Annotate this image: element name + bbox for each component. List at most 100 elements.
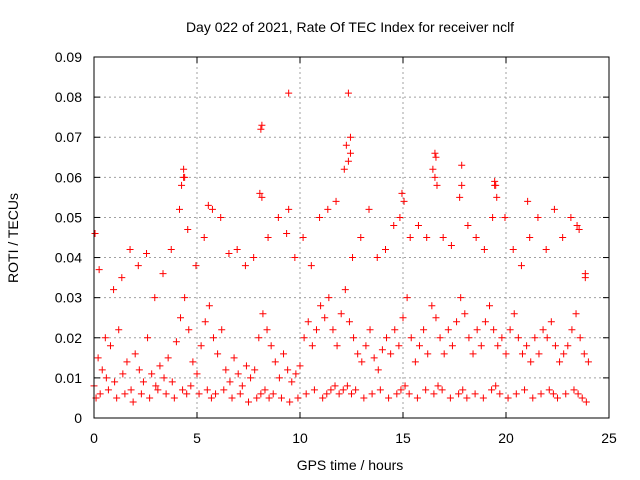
data-point <box>431 149 439 157</box>
data-point <box>472 234 480 241</box>
data-point <box>447 242 455 250</box>
data-point <box>250 254 258 262</box>
data-point <box>559 234 567 241</box>
data-point <box>126 246 134 254</box>
data-point <box>453 318 461 326</box>
data-point <box>432 314 440 322</box>
data-point <box>170 394 178 402</box>
x-tick-label: 20 <box>498 430 514 446</box>
data-point <box>573 221 581 229</box>
data-point <box>362 342 370 350</box>
data-point <box>575 225 583 233</box>
data-point <box>180 165 188 173</box>
data-point <box>162 390 170 398</box>
data-point <box>316 213 324 221</box>
data-point <box>342 141 350 149</box>
data-point <box>271 358 279 366</box>
data-point <box>106 342 114 350</box>
data-point <box>489 213 497 221</box>
data-point <box>119 370 127 378</box>
data-point <box>374 366 382 374</box>
data-point <box>192 262 200 270</box>
data-point <box>255 334 263 342</box>
data-point <box>151 294 159 302</box>
data-point <box>545 386 553 394</box>
data-point <box>490 326 498 334</box>
data-point <box>181 173 189 181</box>
y-tick-label: 0.05 <box>55 209 82 225</box>
data-point <box>197 342 205 350</box>
data-point <box>333 342 341 350</box>
data-point <box>193 370 201 378</box>
data-point <box>220 386 228 394</box>
data-point <box>160 374 168 382</box>
data-point <box>118 274 126 282</box>
data-point <box>247 374 255 382</box>
data-point <box>123 358 131 366</box>
y-tick-label: 0.03 <box>55 290 82 306</box>
data-point <box>581 274 589 282</box>
data-point <box>523 342 531 350</box>
chart-title: Day 022 of 2021, Rate Of TEC Index for r… <box>186 19 514 35</box>
data-point <box>584 358 592 366</box>
data-point <box>395 342 403 350</box>
data-point <box>177 314 185 322</box>
data-point <box>430 390 438 398</box>
data-point <box>370 354 378 362</box>
data-point <box>275 374 283 382</box>
data-point <box>568 326 576 334</box>
data-point <box>310 386 318 394</box>
data-point <box>164 354 172 362</box>
data-point <box>390 221 398 229</box>
data-point <box>535 350 543 358</box>
data-point <box>95 266 103 274</box>
data-point <box>121 390 129 398</box>
data-point <box>506 326 514 334</box>
data-point <box>241 262 249 270</box>
data-point <box>378 346 386 354</box>
data-point <box>299 234 307 241</box>
data-point <box>233 246 241 254</box>
data-point <box>335 390 343 398</box>
data-point <box>397 386 405 394</box>
data-point <box>578 394 586 402</box>
data-point <box>554 394 561 402</box>
data-point <box>134 262 142 270</box>
data-points <box>90 89 592 406</box>
data-point <box>258 121 266 129</box>
data-point <box>175 205 183 213</box>
data-point <box>285 89 293 97</box>
data-point <box>341 286 349 294</box>
data-point <box>357 234 365 241</box>
data-point <box>200 234 208 241</box>
data-point <box>251 366 259 374</box>
data-point <box>551 342 559 350</box>
x-tick-label: 15 <box>395 430 411 446</box>
data-point <box>308 342 316 350</box>
data-point <box>396 213 404 221</box>
data-point <box>115 326 123 334</box>
data-point <box>464 221 472 229</box>
data-point <box>135 366 143 374</box>
y-axis-title: ROTI / TECUs <box>5 193 21 283</box>
data-point <box>469 350 477 358</box>
data-point <box>267 342 275 350</box>
data-point <box>494 342 502 350</box>
data-point <box>496 390 504 398</box>
data-point <box>129 398 137 406</box>
data-point <box>209 334 217 342</box>
data-point <box>307 262 315 270</box>
data-point <box>91 229 99 237</box>
data-point <box>488 386 496 394</box>
data-point <box>491 177 499 185</box>
data-point <box>291 254 299 262</box>
data-point <box>181 294 189 302</box>
data-point <box>444 326 452 334</box>
data-point <box>212 390 220 398</box>
data-point <box>327 386 335 394</box>
data-point <box>531 334 539 342</box>
data-point <box>486 302 494 310</box>
data-point <box>137 390 145 398</box>
data-point <box>312 326 320 334</box>
